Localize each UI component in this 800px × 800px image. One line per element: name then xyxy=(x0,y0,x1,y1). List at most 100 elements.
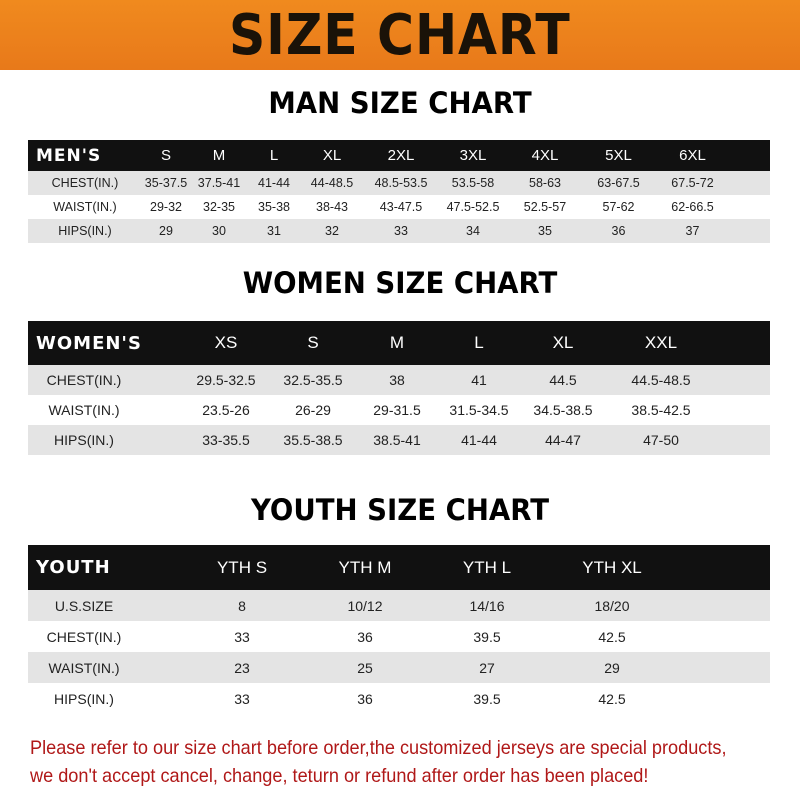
table-row: WAIST(IN.) 23 25 27 29 xyxy=(28,652,770,683)
table-cell: M xyxy=(389,333,405,352)
row-label: WAIST(IN.) xyxy=(48,659,120,676)
table-cell: 62-66.5 xyxy=(671,200,714,214)
table-cell: XL xyxy=(322,147,342,164)
table-cell: 35.5-38.5 xyxy=(283,432,343,448)
table-row: HIPS(IN.) 33-35.5 35.5-38.5 38.5-41 41-44 44-… xyxy=(28,425,770,455)
row-label: MEN'S xyxy=(36,145,102,166)
row-label: HIPS(IN.) xyxy=(54,432,114,448)
table-cell: 3XL xyxy=(459,147,487,164)
table-cell: 37 xyxy=(685,224,700,238)
table-cell: 42.5 xyxy=(598,628,626,645)
row-label: CHEST(IN.) xyxy=(51,176,119,190)
table-row: WAIST(IN.) 23.5-26 26-29 29-31.5 31.5-34.5 34… xyxy=(28,395,770,425)
table-cell: 53.5-58 xyxy=(451,176,495,190)
table-cell: 6XL xyxy=(679,147,706,164)
table-cell: 67.5-72 xyxy=(671,176,714,190)
table-cell: M xyxy=(212,147,226,164)
table-cell: 29.5-32.5 xyxy=(196,372,256,388)
row-label: YOUTH xyxy=(36,557,111,578)
table-row: CHEST(IN.) 29.5-32.5 32.5-35.5 38 41 44.5 44.5… xyxy=(28,365,770,395)
table-cell: 35-37.5 xyxy=(144,176,188,190)
table-cell: 57-62 xyxy=(602,200,635,214)
men-size-table: MEN'S S M L XL 2XL 3XL 4XL 5XL 6XL CHEST(IN.) 35-37… xyxy=(28,140,770,243)
table-cell: 29 xyxy=(604,659,620,676)
table-cell: 39.5 xyxy=(473,690,501,707)
table-cell: XS xyxy=(214,333,238,352)
men-chart-title: MAN SIZE CHART xyxy=(268,86,532,120)
youth-chart-title: YOUTH SIZE CHART xyxy=(250,493,550,527)
table-cell: 44.5 xyxy=(549,372,577,388)
women-size-table: WOMEN'S XS S M L XL XXL CHEST(IN.) 29.5-32.5 32.5… xyxy=(28,321,770,455)
table-cell: 41 xyxy=(471,372,487,388)
table-cell: 38.5-41 xyxy=(373,432,421,448)
table-cell: 34 xyxy=(466,224,480,238)
table-cell: 2XL xyxy=(387,147,415,164)
table-cell: S xyxy=(160,147,171,164)
table-cell: 37.5-41 xyxy=(197,176,241,190)
table-cell: 42.5 xyxy=(598,690,626,707)
table-cell: 31 xyxy=(267,224,281,238)
table-cell: 41-44 xyxy=(258,176,290,190)
table-cell: YTH XL xyxy=(582,557,642,577)
table-cell: 30 xyxy=(212,224,226,238)
row-label: HIPS(IN.) xyxy=(58,224,112,238)
row-label: CHEST(IN.) xyxy=(46,628,122,645)
table-cell: XL xyxy=(552,333,574,352)
table-cell: YTH S xyxy=(216,557,268,577)
table-cell: 33-35.5 xyxy=(202,432,250,448)
table-header-row: MEN'S S M L XL 2XL 3XL 4XL 5XL 6XL xyxy=(28,140,770,171)
table-cell: 33 xyxy=(394,224,408,238)
table-cell: 33 xyxy=(234,628,250,645)
notice-line-1: Please refer to our size chart before or… xyxy=(30,737,727,759)
row-label: WAIST(IN.) xyxy=(53,200,117,214)
table-cell: 36 xyxy=(357,628,373,645)
table-cell: 39.5 xyxy=(473,628,501,645)
table-cell: 18/20 xyxy=(594,597,630,614)
table-cell: 33 xyxy=(234,690,250,707)
table-cell: 8 xyxy=(238,597,246,614)
table-header-row: WOMEN'S XS S M L XL XXL xyxy=(28,321,770,365)
banner-title: SIZE CHART xyxy=(229,2,571,68)
table-cell: 47.5-52.5 xyxy=(446,200,500,214)
row-label: U.S.SIZE xyxy=(54,597,114,614)
table-row: U.S.SIZE 8 10/12 14/16 18/20 xyxy=(28,590,770,621)
table-cell: 58-63 xyxy=(529,176,561,190)
row-label: WOMEN'S xyxy=(36,332,142,354)
table-row: HIPS(IN.) 29 30 31 32 33 34 35 36 37 xyxy=(28,219,770,243)
table-cell: 36 xyxy=(357,690,373,707)
table-cell: 27 xyxy=(479,659,495,676)
table-cell: 47-50 xyxy=(643,432,679,448)
table-cell: 44.5-48.5 xyxy=(631,372,691,388)
women-chart-title: WOMEN SIZE CHART xyxy=(242,266,558,300)
table-cell: 63-67.5 xyxy=(597,176,640,190)
table-cell: 44-47 xyxy=(545,432,581,448)
table-row: CHEST(IN.) 35-37.5 37.5-41 41-44 44-48.5 48.5… xyxy=(28,171,770,195)
table-cell: 38 xyxy=(389,372,405,388)
table-cell: 48.5-53.5 xyxy=(374,176,428,190)
table-cell: YTH L xyxy=(462,557,512,577)
banner: SIZE CHART xyxy=(0,0,800,70)
table-cell: 25 xyxy=(357,659,373,676)
table-cell: 29 xyxy=(159,224,173,238)
table-cell: 38.5-42.5 xyxy=(631,402,691,418)
table-cell: 29-32 xyxy=(150,200,182,214)
table-cell: 36 xyxy=(611,224,626,238)
table-cell: 26-29 xyxy=(295,402,331,418)
table-cell: 35 xyxy=(538,224,552,238)
table-cell: 35-38 xyxy=(258,200,290,214)
row-label: HIPS(IN.) xyxy=(54,690,114,707)
table-cell: S xyxy=(307,333,319,352)
table-cell: 34.5-38.5 xyxy=(533,402,593,418)
table-cell: YTH M xyxy=(338,557,392,577)
table-cell: 32 xyxy=(325,224,339,238)
table-row: CHEST(IN.) 33 36 39.5 42.5 xyxy=(28,621,770,652)
table-cell: 23.5-26 xyxy=(202,402,250,418)
row-label: CHEST(IN.) xyxy=(46,372,122,388)
table-cell: 14/16 xyxy=(469,597,505,614)
table-cell: 44-48.5 xyxy=(310,176,354,190)
table-cell: 10/12 xyxy=(347,597,383,614)
table-row: HIPS(IN.) 33 36 39.5 42.5 xyxy=(28,683,770,714)
table-cell: L xyxy=(269,147,279,164)
notice-line-2: we don't accept cancel, change, teturn o… xyxy=(30,765,649,787)
table-cell: 5XL xyxy=(605,147,632,164)
